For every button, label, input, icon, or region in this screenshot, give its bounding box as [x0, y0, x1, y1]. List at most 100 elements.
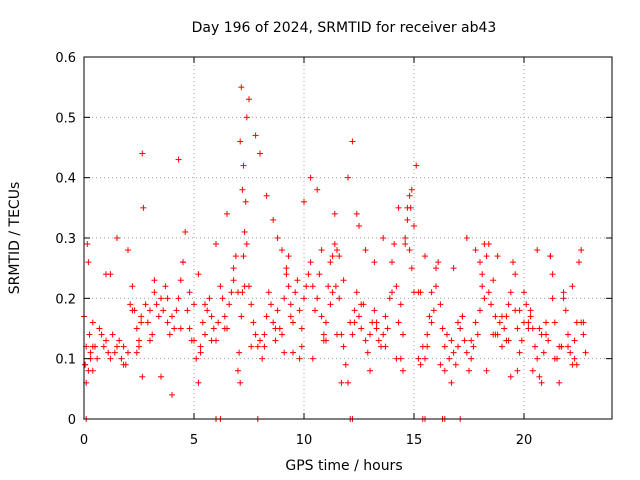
data-point — [499, 343, 505, 350]
data-point — [389, 289, 395, 296]
data-point — [151, 289, 158, 296]
data-point — [338, 379, 345, 386]
data-point — [312, 307, 318, 314]
data-point — [144, 319, 151, 326]
data-point — [507, 289, 514, 296]
x-tick-label: 20 — [516, 433, 533, 448]
data-point — [314, 295, 321, 302]
x-axis-title: GPS time / hours — [285, 458, 402, 474]
data-point — [197, 349, 204, 356]
data-point — [287, 301, 294, 308]
data-point — [514, 325, 521, 332]
data-point — [147, 337, 153, 344]
data-point — [238, 313, 245, 320]
data-point — [303, 283, 310, 290]
data-point — [441, 367, 448, 374]
data-point — [367, 367, 373, 374]
data-point — [521, 289, 527, 296]
data-point — [139, 373, 146, 380]
data-point — [294, 277, 301, 284]
data-point — [197, 343, 204, 350]
data-point — [382, 343, 389, 350]
data-point — [536, 373, 543, 380]
grid-layer — [84, 57, 612, 419]
data-point — [516, 307, 523, 314]
data-point — [164, 295, 171, 302]
data-point — [437, 361, 444, 368]
data-point — [309, 355, 316, 362]
data-point — [340, 343, 347, 350]
data-point — [241, 283, 248, 290]
data-point — [281, 349, 288, 356]
data-point — [136, 343, 142, 350]
data-point — [578, 319, 585, 326]
data-point — [349, 331, 356, 338]
data-point — [193, 355, 200, 362]
data-point — [94, 355, 101, 362]
y-tick-label: 0.5 — [55, 111, 76, 126]
data-point — [175, 156, 182, 163]
data-point — [151, 277, 158, 284]
data-point — [505, 301, 512, 308]
data-point — [228, 289, 235, 296]
data-point — [424, 331, 431, 338]
data-point — [345, 379, 351, 386]
data-point — [334, 247, 340, 254]
data-point — [296, 307, 303, 314]
data-point — [100, 343, 107, 350]
data-point — [479, 271, 486, 278]
data-point — [261, 331, 268, 338]
data-point — [158, 295, 164, 302]
data-point — [287, 313, 294, 320]
data-point — [468, 355, 475, 362]
data-point — [426, 313, 433, 320]
data-point — [560, 289, 567, 296]
data-point — [298, 343, 305, 350]
data-point — [441, 343, 448, 350]
data-point — [393, 355, 400, 362]
data-point — [221, 313, 228, 320]
data-point — [125, 247, 131, 254]
data-point — [512, 271, 519, 278]
data-point — [375, 337, 382, 344]
data-point — [571, 337, 578, 344]
data-point — [336, 295, 343, 302]
data-point — [309, 283, 316, 290]
data-point — [422, 355, 428, 362]
data-point — [147, 307, 153, 314]
data-point — [285, 253, 292, 260]
data-point — [466, 367, 472, 374]
data-point — [477, 259, 483, 266]
data-point — [173, 307, 180, 314]
data-point — [457, 325, 464, 332]
data-point — [283, 271, 290, 278]
data-point — [448, 379, 455, 386]
data-point — [393, 283, 400, 290]
data-point — [316, 271, 323, 278]
points-layer — [81, 84, 589, 422]
data-point — [96, 325, 103, 332]
data-point — [433, 265, 439, 272]
data-point — [252, 331, 259, 338]
data-point — [560, 295, 567, 302]
data-point — [444, 331, 450, 338]
data-point — [565, 331, 571, 338]
data-point — [236, 349, 243, 356]
data-point — [279, 331, 285, 338]
data-point — [184, 307, 191, 314]
data-point — [162, 283, 169, 290]
data-point — [485, 289, 492, 296]
data-point — [353, 289, 360, 296]
data-point — [556, 379, 563, 386]
data-point — [362, 247, 369, 254]
data-point — [479, 283, 486, 290]
data-point — [237, 138, 244, 145]
data-point — [404, 216, 411, 223]
data-point — [208, 337, 215, 344]
data-point — [87, 349, 94, 356]
data-point — [496, 319, 503, 326]
data-point — [252, 132, 259, 139]
data-point — [239, 186, 246, 193]
data-point — [395, 319, 402, 326]
data-point — [281, 295, 288, 302]
